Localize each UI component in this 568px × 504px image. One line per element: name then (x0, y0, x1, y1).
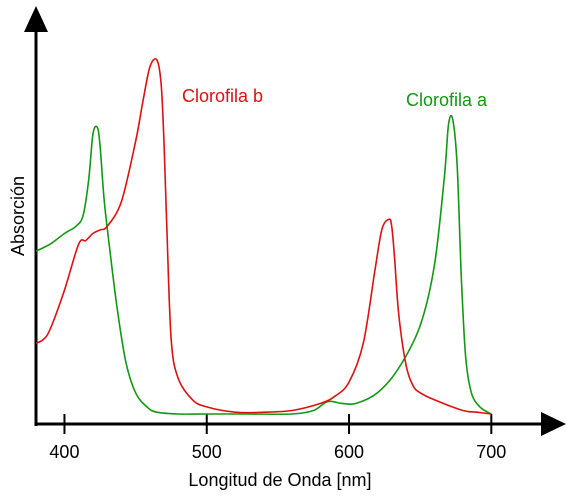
series-line-clorofila-a (35, 114, 492, 416)
x-ticks: 400 500 600 700 (49, 414, 506, 462)
y-axis-arrow (24, 6, 48, 32)
x-tick-label: 400 (49, 442, 79, 462)
axes (24, 6, 566, 436)
y-axis-label: Absorción (8, 176, 28, 256)
x-tick-label: 500 (192, 442, 222, 462)
x-tick-label: 600 (334, 442, 364, 462)
series-lines (35, 58, 492, 416)
x-tick-label: 700 (476, 442, 506, 462)
series-label-clorofila-b: Clorofila b (182, 86, 263, 106)
series-label-clorofila-a: Clorofila a (406, 90, 488, 110)
x-axis-arrow (541, 412, 566, 436)
series-line-clorofila-b (35, 58, 492, 415)
x-axis-label: Longitud de Onda [nm] (188, 470, 371, 490)
